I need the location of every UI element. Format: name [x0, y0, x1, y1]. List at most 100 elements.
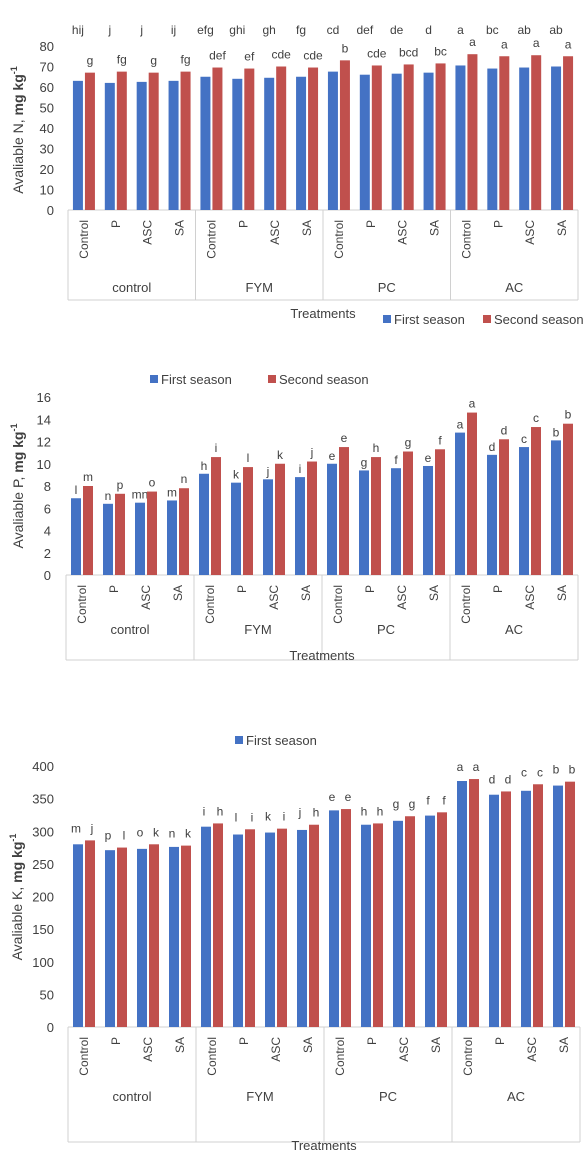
- category-label: ASC: [269, 1037, 283, 1062]
- bar-second-season: [85, 840, 95, 1027]
- category-label: Control: [332, 220, 346, 259]
- category-label: ASC: [267, 585, 281, 610]
- category-label: ASC: [523, 220, 537, 245]
- bar-first-season: [489, 794, 499, 1027]
- bar-first-season: [199, 473, 209, 575]
- bar-second-season: [501, 791, 511, 1027]
- category-label: SA: [427, 585, 441, 601]
- bar-first-season: [231, 482, 241, 575]
- bar-first-season: [327, 71, 338, 210]
- y-tick-label: 12: [37, 435, 51, 450]
- significance-label: o: [149, 476, 156, 490]
- significance-label: gh: [263, 23, 276, 37]
- bar-first-season: [169, 846, 179, 1027]
- significance-label: f: [394, 453, 398, 467]
- significance-label: g: [361, 455, 368, 469]
- significance-label: efg: [197, 23, 214, 37]
- significance-label: g: [405, 436, 412, 450]
- bar-first-season: [359, 470, 369, 575]
- category-label: Control: [75, 585, 89, 624]
- significance-label: g: [393, 797, 400, 811]
- bar-second-season: [565, 781, 575, 1027]
- significance-label: i: [299, 462, 302, 476]
- category-label: P: [491, 220, 505, 228]
- significance-label: j: [107, 23, 111, 37]
- category-label: ASC: [139, 585, 153, 610]
- group-label: PC: [378, 280, 396, 295]
- group-label: control: [112, 280, 151, 295]
- significance-label: l: [75, 483, 78, 497]
- significance-label: cd: [327, 23, 340, 37]
- significance-label: i: [203, 804, 206, 818]
- bar-second-season: [309, 824, 319, 1027]
- bar-second-season: [180, 71, 191, 210]
- category-label: ASC: [396, 220, 410, 245]
- y-tick-label: 10: [40, 183, 54, 198]
- bar-first-season: [423, 465, 433, 575]
- significance-label: b: [342, 41, 349, 55]
- bar-second-season: [469, 779, 479, 1027]
- bar-first-season: [105, 850, 115, 1027]
- bar-first-season: [135, 502, 145, 575]
- significance-label: l: [235, 810, 238, 824]
- significance-label: hij: [72, 23, 84, 37]
- x-axis-title: Treatments: [291, 1138, 357, 1153]
- bar-first-season: [551, 66, 562, 210]
- group-label: AC: [505, 622, 523, 637]
- bar-second-season: [84, 72, 95, 211]
- significance-label: ab: [549, 23, 563, 37]
- bar-first-season: [263, 479, 273, 575]
- bar-first-season: [359, 74, 370, 210]
- bar-second-season: [244, 68, 255, 210]
- significance-label: e: [329, 449, 336, 463]
- bar-second-season: [117, 847, 127, 1027]
- bar-second-season: [307, 461, 317, 575]
- bar-second-season: [276, 66, 287, 210]
- chart-1: 0 10 20 30 40 50 60 70 80 hij g Control j fg Pj g ASC ij f…: [9, 23, 584, 327]
- significance-label: a: [457, 23, 464, 37]
- category-label: Control: [459, 585, 473, 624]
- category-label: SA: [301, 1037, 315, 1053]
- bar-first-season: [391, 468, 401, 575]
- significance-label: n: [169, 827, 176, 841]
- significance-label: p: [117, 478, 124, 492]
- y-tick-label: 0: [47, 203, 54, 218]
- bar-second-season: [373, 823, 383, 1027]
- significance-label: fg: [117, 53, 127, 67]
- bar-second-season: [277, 828, 287, 1027]
- bar-second-season: [499, 439, 509, 575]
- significance-label: f: [438, 433, 442, 447]
- significance-label: d: [425, 23, 432, 37]
- legend-swatch: [235, 736, 243, 744]
- significance-label: bc: [486, 23, 499, 37]
- bar-second-season: [212, 67, 223, 211]
- significance-label: m: [167, 485, 177, 499]
- y-tick-label: 350: [32, 792, 54, 807]
- category-label: P: [235, 585, 249, 593]
- y-tick-label: 30: [40, 142, 54, 157]
- bar-second-season: [341, 809, 351, 1027]
- significance-label: f: [426, 793, 430, 807]
- y-axis-title: Avaliable N, mg kg-1: [9, 66, 26, 194]
- y-tick-label: 400: [32, 759, 54, 774]
- bar-second-season: [148, 72, 159, 211]
- category-label: SA: [555, 220, 569, 236]
- significance-label: a: [457, 760, 464, 774]
- bar-first-season: [167, 500, 177, 575]
- bar-first-season: [519, 447, 529, 575]
- y-tick-label: 300: [32, 824, 54, 839]
- y-tick-label: 50: [40, 101, 54, 116]
- category-label: Control: [461, 1037, 475, 1076]
- bar-second-season: [531, 55, 542, 210]
- y-tick-label: 2: [44, 546, 51, 561]
- y-tick-label: 8: [44, 479, 51, 494]
- category-label: P: [109, 1037, 123, 1045]
- category-label: SA: [173, 220, 187, 236]
- bar-first-season: [551, 440, 561, 575]
- legend-entry: Second season: [494, 312, 584, 327]
- bar-second-season: [563, 423, 573, 575]
- bar-second-season: [275, 463, 285, 575]
- significance-label: l: [247, 451, 250, 465]
- significance-label: fg: [181, 53, 191, 67]
